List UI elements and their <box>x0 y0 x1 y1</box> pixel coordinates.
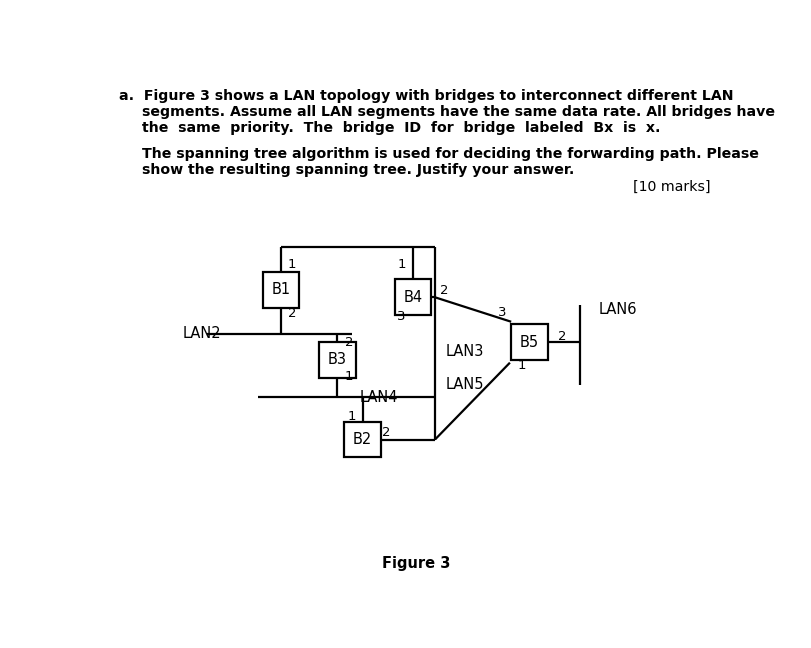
Text: a.  Figure 3 shows a LAN topology with bridges to interconnect different LAN: a. Figure 3 shows a LAN topology with br… <box>119 89 732 103</box>
Text: 2: 2 <box>440 284 448 297</box>
Text: LAN3: LAN3 <box>445 343 483 359</box>
Text: B4: B4 <box>403 290 422 305</box>
Text: the  same  priority.  The  bridge  ID  for  bridge  labeled  Bx  is  x.: the same priority. The bridge ID for bri… <box>142 121 660 135</box>
Text: 2: 2 <box>344 336 353 349</box>
Text: 1: 1 <box>517 359 526 372</box>
Text: 2: 2 <box>557 330 566 343</box>
Text: The spanning tree algorithm is used for deciding the forwarding path. Please: The spanning tree algorithm is used for … <box>142 146 758 161</box>
Text: 1: 1 <box>288 259 296 272</box>
Text: [10 marks]: [10 marks] <box>633 179 710 194</box>
Text: LAN4: LAN4 <box>358 389 397 404</box>
Text: 2: 2 <box>382 426 390 439</box>
Bar <box>344 422 380 457</box>
Text: segments. Assume all LAN segments have the same data rate. All bridges have: segments. Assume all LAN segments have t… <box>142 105 775 119</box>
Text: B3: B3 <box>328 352 346 367</box>
Text: B2: B2 <box>353 432 371 447</box>
Bar <box>511 324 547 360</box>
Text: 3: 3 <box>497 306 506 319</box>
Text: 1: 1 <box>344 369 353 382</box>
Text: 1: 1 <box>346 410 355 422</box>
Text: B5: B5 <box>519 335 539 350</box>
Text: LAN2: LAN2 <box>182 326 221 341</box>
Text: 1: 1 <box>397 259 406 272</box>
Text: 3: 3 <box>397 310 406 323</box>
Text: B1: B1 <box>271 283 290 297</box>
Bar <box>262 272 298 308</box>
Text: Figure 3: Figure 3 <box>381 556 450 571</box>
Text: 2: 2 <box>288 307 296 319</box>
Text: show the resulting spanning tree. Justify your answer.: show the resulting spanning tree. Justif… <box>142 163 574 177</box>
Text: LAN5: LAN5 <box>444 377 483 392</box>
Bar <box>394 279 431 316</box>
Text: LAN6: LAN6 <box>598 302 636 318</box>
Bar <box>319 341 355 378</box>
